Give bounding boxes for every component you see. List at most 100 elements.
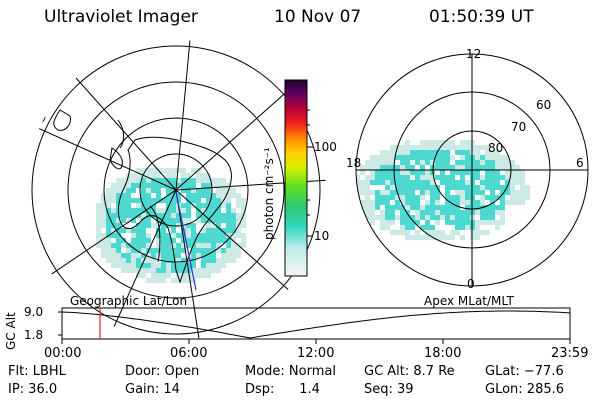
aurora-pixel: [171, 198, 176, 203]
aurora-pixel: [375, 170, 380, 175]
aurora-pixel: [435, 205, 440, 210]
aurora-pixel: [101, 198, 106, 203]
aurora-pixel: [475, 225, 480, 230]
aurora-pixel: [166, 273, 171, 278]
aurora-pixel: [181, 243, 186, 248]
aurora-pixel: [425, 215, 430, 220]
aurora-pixel: [390, 170, 395, 175]
aurora-pixel: [435, 140, 440, 145]
aurora-pixel: [146, 193, 151, 198]
geo-grid: [26, 40, 326, 340]
status-dsp: Dsp: 1.4: [245, 382, 320, 397]
aurora-pixel: [141, 198, 146, 203]
aurora-pixel: [161, 218, 166, 223]
aurora-pixel: [191, 178, 196, 183]
aurora-pixel: [156, 228, 161, 233]
aurora-pixel: [405, 155, 410, 160]
aurora-pixel: [390, 160, 395, 165]
aurora-pixel: [181, 208, 186, 213]
aurora-pixel: [385, 215, 390, 220]
aurora-pixel: [211, 198, 216, 203]
aurora-pixel: [430, 215, 435, 220]
aurora-pixel: [445, 210, 450, 215]
aurora-pixel: [186, 228, 191, 233]
aurora-pixel: [196, 198, 201, 203]
aurora-pixel: [216, 238, 221, 243]
aurora-pixel: [395, 150, 400, 155]
altitude-curve: [61, 310, 571, 339]
aurora-pixel: [241, 198, 246, 203]
aurora-pixel: [171, 208, 176, 213]
aurora-pixel: [465, 195, 470, 200]
aurora-pixel: [116, 233, 121, 238]
aurora-pixel: [440, 140, 445, 145]
aurora-pixel: [415, 195, 420, 200]
aurora-pixel: [495, 165, 500, 170]
aurora-pixel: [365, 175, 370, 180]
aurora-pixel: [385, 195, 390, 200]
aurora-pixel: [141, 213, 146, 218]
aurora-pixel: [141, 238, 146, 243]
aurora-pixel: [176, 218, 181, 223]
aurora-pixel: [126, 213, 131, 218]
aurora-pixel: [435, 175, 440, 180]
aurora-pixel: [380, 165, 385, 170]
aurora-pixel: [480, 220, 485, 225]
aurora-pixel: [216, 243, 221, 248]
aurora-pixel: [131, 208, 136, 213]
aurora-pixel: [166, 173, 171, 178]
aurora-pixel: [221, 188, 226, 193]
aurora-pixel: [206, 243, 211, 248]
aurora-pixel: [440, 175, 445, 180]
aurora-pixel: [126, 268, 131, 273]
aurora-pixel: [510, 175, 515, 180]
mlat-label-80: 80: [488, 141, 504, 155]
aurora-pixel: [460, 215, 465, 220]
aurora-pixel: [460, 175, 465, 180]
aurora-pixel: [405, 145, 410, 150]
aurora-pixel: [241, 238, 246, 243]
aurora-pixel: [131, 258, 136, 263]
aurora-pixel: [400, 185, 405, 190]
aurora-pixel: [171, 258, 176, 263]
aurora-pixel: [156, 248, 161, 253]
aurora-pixel: [475, 150, 480, 155]
aurora-pixel: [495, 150, 500, 155]
aurora-pixel: [390, 190, 395, 195]
aurora-pixel: [126, 198, 131, 203]
aurora-pixel: [161, 233, 166, 238]
aurora-pixel: [216, 228, 221, 233]
aurora-pixel: [151, 268, 156, 273]
geo-panel-caption: Geographic Lat/Lon: [70, 294, 188, 308]
aurora-pixel: [221, 183, 226, 188]
aurora-pixel: [440, 155, 445, 160]
aurora-pixel: [390, 145, 395, 150]
aurora-pixel: [490, 190, 495, 195]
aurora-pixel: [236, 218, 241, 223]
aurora-pixel: [181, 178, 186, 183]
aurora-pixel: [156, 243, 161, 248]
aurora-pixel: [415, 200, 420, 205]
aurora-pixel: [360, 200, 365, 205]
aurora-pixel: [360, 190, 365, 195]
aurora-pixel: [146, 208, 151, 213]
aurora-pixel: [455, 195, 460, 200]
aurora-pixel: [146, 238, 151, 243]
aurora-pixel: [430, 160, 435, 165]
aurora-pixel: [445, 215, 450, 220]
aurora-pixel: [106, 203, 111, 208]
aurora-pixel: [166, 213, 171, 218]
aurora-pixel: [510, 165, 515, 170]
aurora-pixel: [211, 183, 216, 188]
aurora-pixel: [191, 223, 196, 228]
aurora-pixel: [390, 150, 395, 155]
aurora-pixel: [415, 215, 420, 220]
aurora-pixel: [211, 193, 216, 198]
aurora-pixel: [171, 188, 176, 193]
aurora-pixel: [201, 208, 206, 213]
aurora-pixel: [226, 213, 231, 218]
aurora-pixel: [141, 273, 146, 278]
aurora-pixel: [365, 200, 370, 205]
aurora-pixel: [395, 185, 400, 190]
aurora-pixel: [440, 150, 445, 155]
